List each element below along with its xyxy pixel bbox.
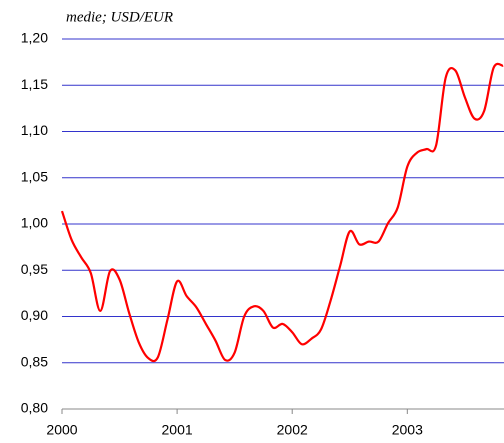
line-series [60, 62, 504, 363]
x-tick-label: 2002 [277, 422, 308, 438]
chart-subtitle: medie; USD/EUR [66, 9, 173, 25]
y-tick-label: 1,00 [21, 215, 48, 231]
y-tick-label: 1,10 [21, 122, 48, 138]
y-tick-label: 0,95 [21, 261, 48, 277]
x-tick-label: 2001 [162, 422, 193, 438]
y-tick-label: 1,05 [21, 168, 48, 184]
x-tick-label: 2003 [392, 422, 423, 438]
y-tick-label: 1,15 [21, 76, 48, 92]
y-tick-label: 0,90 [21, 307, 48, 323]
y-tick-label: 0,80 [21, 400, 48, 416]
x-tick-label: 2000 [46, 422, 77, 438]
y-tick-label: 1,20 [21, 30, 48, 46]
y-tick-label: 0,85 [21, 353, 48, 369]
